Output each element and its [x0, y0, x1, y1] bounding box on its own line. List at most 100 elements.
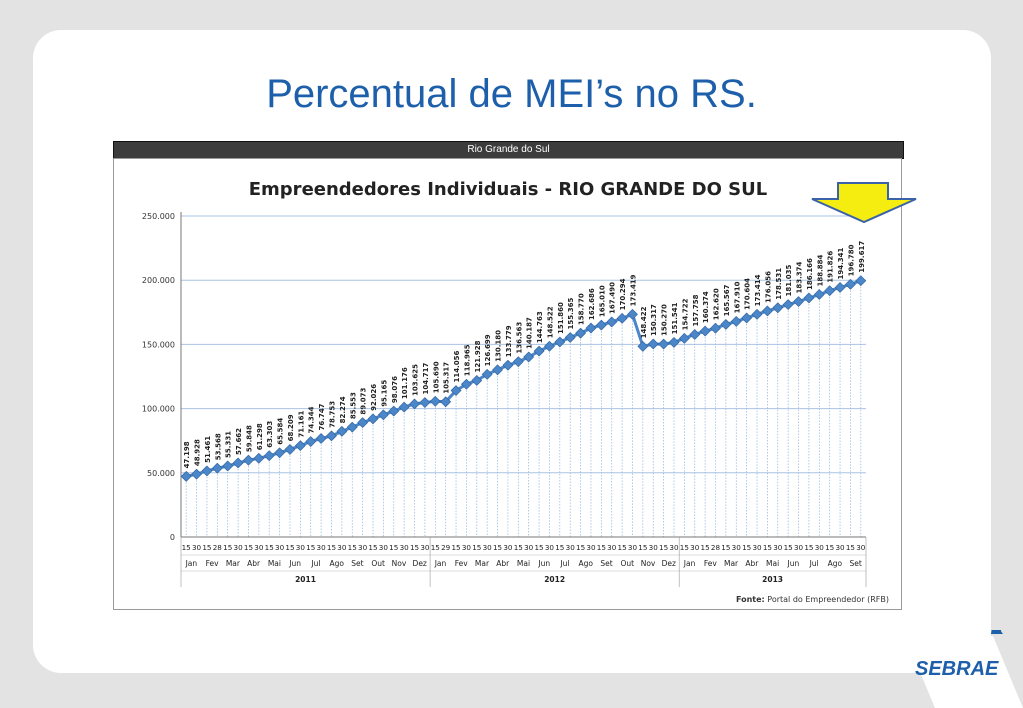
month-label: Jun	[288, 559, 301, 568]
data-label: 176.056	[764, 271, 772, 303]
data-label: 114.056	[453, 351, 461, 383]
data-point	[263, 450, 275, 462]
x-tick-label: 15	[244, 543, 253, 552]
month-label: Mar	[724, 559, 739, 568]
slide-title: Percentual de MEI’s no RS.	[266, 72, 757, 116]
x-tick-label: 30	[462, 543, 472, 552]
chart-container: Empreendedores Individuais - RIO GRANDE …	[113, 158, 902, 610]
data-label: 85.553	[349, 392, 357, 419]
month-label: Out	[620, 559, 634, 568]
year-label: 2012	[544, 575, 565, 584]
down-arrow-icon	[811, 182, 917, 224]
data-point	[450, 385, 462, 396]
data-label: 47.198	[183, 441, 191, 468]
data-point	[855, 275, 867, 287]
chart-title: Empreendedores Individuais - RIO GRANDE …	[249, 179, 767, 200]
sebrae-logo: SEBRAE	[915, 658, 999, 680]
x-tick-label: 15	[659, 543, 668, 552]
x-tick-label: 15	[680, 543, 689, 552]
data-label: 53.568	[214, 433, 222, 460]
x-tick-label: 30	[379, 543, 389, 552]
x-tick-label: 30	[835, 543, 845, 552]
data-label: 55.331	[225, 431, 233, 458]
x-tick-label: 15	[618, 543, 627, 552]
month-label: Ago	[579, 559, 594, 568]
x-tick-label: 30	[607, 543, 617, 552]
data-point	[575, 327, 587, 339]
x-tick-label: 15	[534, 543, 543, 552]
data-label: 160.374	[702, 291, 710, 323]
y-tick-label: 50.000	[147, 469, 175, 478]
data-label: 126.699	[484, 334, 492, 366]
month-label: Jan	[683, 559, 696, 568]
x-tick-label: 15	[514, 543, 523, 552]
x-tick-label: 15	[555, 543, 564, 552]
x-tick-label: 15	[721, 543, 730, 552]
data-point	[699, 325, 711, 337]
month-label: Mai	[517, 559, 530, 568]
data-point	[761, 305, 773, 317]
source-text: Fonte: Portal do Empreendedor (RFB)	[736, 595, 889, 604]
data-point	[336, 425, 348, 437]
data-label: 183.374	[796, 262, 804, 294]
data-point	[419, 397, 431, 408]
month-label: Ago	[828, 559, 843, 568]
data-label: 136.563	[515, 322, 523, 354]
data-label: 144.763	[536, 311, 544, 343]
data-label: 130.180	[495, 330, 503, 362]
data-label: 196.780	[847, 244, 855, 276]
data-point	[606, 316, 618, 328]
data-label: 191.826	[827, 251, 835, 283]
data-label: 59.848	[245, 425, 253, 452]
month-label: Fev	[206, 559, 220, 568]
data-label: 181.035	[785, 265, 793, 297]
data-point	[429, 395, 441, 407]
x-tick-label: 30	[420, 543, 430, 552]
data-label: 74.344	[308, 406, 316, 433]
data-point	[544, 340, 555, 352]
month-label: Mar	[475, 559, 490, 568]
x-tick-label: 30	[192, 543, 202, 552]
x-tick-label: 15	[846, 543, 855, 552]
data-label: 76.747	[318, 403, 326, 430]
month-label: Set	[351, 559, 363, 568]
x-tick-label: 30	[234, 543, 244, 552]
x-tick-label: 30	[483, 543, 493, 552]
x-tick-label: 30	[337, 543, 347, 552]
x-tick-label: 30	[317, 543, 327, 552]
data-point	[720, 318, 732, 330]
data-point	[782, 299, 794, 310]
data-label: 95.165	[380, 380, 388, 407]
data-point	[294, 440, 306, 452]
source-label: Fonte:	[736, 595, 765, 604]
x-tick-label: 30	[669, 543, 679, 552]
x-tick-label: 30	[856, 543, 866, 552]
x-tick-label: 15	[701, 543, 710, 552]
year-label: 2013	[762, 575, 783, 584]
data-label: 65.584	[277, 418, 285, 445]
data-point	[492, 364, 503, 376]
data-label: 162.686	[588, 288, 596, 320]
x-tick-label: 15	[638, 543, 647, 552]
data-point	[523, 351, 535, 363]
data-label: 186.166	[806, 258, 814, 290]
y-tick-label: 250.000	[142, 212, 175, 221]
data-point	[668, 336, 680, 348]
y-tick-label: 200.000	[142, 276, 175, 285]
data-point	[678, 332, 690, 344]
data-label: 133.779	[505, 325, 513, 357]
data-label: 92.026	[370, 384, 378, 411]
month-label: Jun	[786, 559, 799, 568]
data-point	[730, 315, 742, 327]
data-point	[627, 308, 638, 320]
data-point	[398, 401, 410, 413]
data-point	[772, 302, 784, 314]
data-label: 105.690	[432, 361, 440, 393]
x-tick-label: 15	[472, 543, 481, 552]
month-label: Abr	[496, 559, 510, 568]
x-tick-label: 30	[275, 543, 285, 552]
data-label: 104.717	[422, 363, 430, 395]
y-tick-label: 150.000	[142, 340, 175, 349]
data-point	[460, 378, 472, 390]
data-label: 158.770	[578, 293, 586, 325]
